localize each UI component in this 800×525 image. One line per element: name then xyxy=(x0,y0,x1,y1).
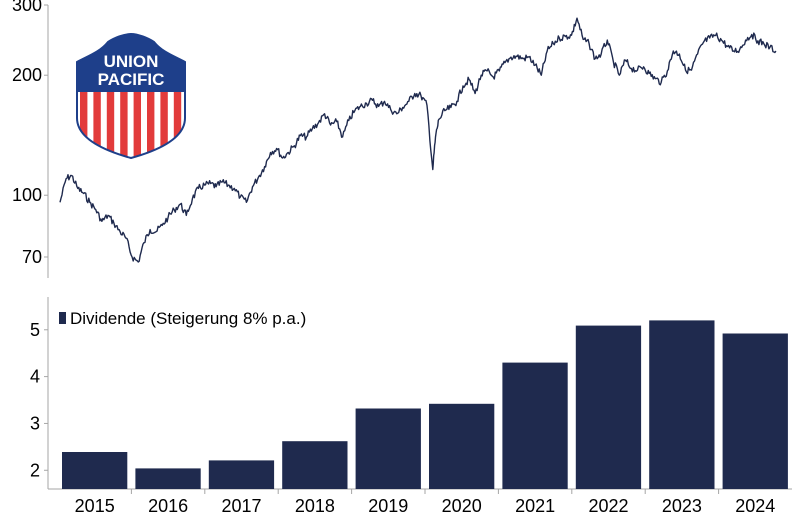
price-series-line xyxy=(59,17,777,263)
shield-stripe xyxy=(133,92,141,158)
x-tick-label: 2016 xyxy=(148,496,188,516)
price-y-tick-label: 100 xyxy=(12,185,42,205)
shield-body xyxy=(77,34,185,158)
dividend-bar-2022 xyxy=(575,325,642,489)
price-chart-y-ticks: 70 100 200 300 xyxy=(12,0,48,267)
shield-stripe xyxy=(173,92,182,158)
dividend-bars xyxy=(62,320,788,489)
dividend-bar-2021 xyxy=(502,362,568,489)
shield-outline xyxy=(76,32,186,160)
price-y-tick-label: 200 xyxy=(12,65,42,85)
price-chart-panel: 70 100 200 300 xyxy=(12,0,777,278)
dividend-bar-2016 xyxy=(135,468,201,489)
shield-stripe-field xyxy=(77,92,185,158)
dividend-y-tick-label: 2 xyxy=(30,460,40,480)
dividend-y-tick-label: 5 xyxy=(30,320,40,340)
dividend-bar-2017 xyxy=(208,460,275,489)
shield-stripe xyxy=(93,92,101,158)
x-tick-label: 2019 xyxy=(368,496,408,516)
legend: Dividende (Steigerung 8% p.a.) xyxy=(59,309,306,328)
x-tick-label: 2018 xyxy=(295,496,335,516)
shield-red-stripes xyxy=(80,92,182,158)
shield-stripe xyxy=(120,92,128,158)
dividend-bar-2024 xyxy=(722,333,788,489)
x-tick-label: 2023 xyxy=(662,496,702,516)
union-pacific-shield-logo: UNION PACIFIC xyxy=(76,32,186,160)
dividend-chart-x-ticks: 2015 2016 2017 2018 2019 2020 2021 2022 2023 2024 xyxy=(75,489,775,516)
dividend-y-tick-label: 3 xyxy=(30,413,40,433)
price-y-tick-label: 300 xyxy=(12,0,42,15)
shield-stripe xyxy=(147,92,155,158)
shield-stripe xyxy=(106,92,115,158)
x-tick-label: 2024 xyxy=(735,496,775,516)
dividend-bar-2023 xyxy=(649,320,715,489)
legend-label: Dividende (Steigerung 8% p.a.) xyxy=(70,309,306,328)
x-tick-label: 2015 xyxy=(75,496,115,516)
logo-text-union: UNION xyxy=(104,52,159,71)
shield-stripe xyxy=(80,92,88,158)
dividend-bar-2019 xyxy=(355,408,421,489)
x-tick-label: 2020 xyxy=(442,496,482,516)
x-tick-label: 2021 xyxy=(515,496,555,516)
dividend-y-tick-label: 4 xyxy=(30,367,40,387)
legend-swatch xyxy=(59,312,66,324)
shield-stripe xyxy=(160,92,168,158)
dividend-bar-2015 xyxy=(62,452,128,489)
logo-text-pacific: PACIFIC xyxy=(98,70,165,89)
x-tick-label: 2017 xyxy=(221,496,261,516)
dividend-chart-y-ticks: 2 3 4 5 xyxy=(30,320,48,480)
dividend-bar-2020 xyxy=(429,403,495,489)
dividend-chart-panel: 2 3 4 5 2015 2016 2017 2018 2019 2020 2021 2022 202… xyxy=(30,297,792,516)
price-y-tick-label: 70 xyxy=(22,247,42,267)
dividend-bar-2018 xyxy=(282,441,348,489)
x-tick-label: 2022 xyxy=(588,496,628,516)
